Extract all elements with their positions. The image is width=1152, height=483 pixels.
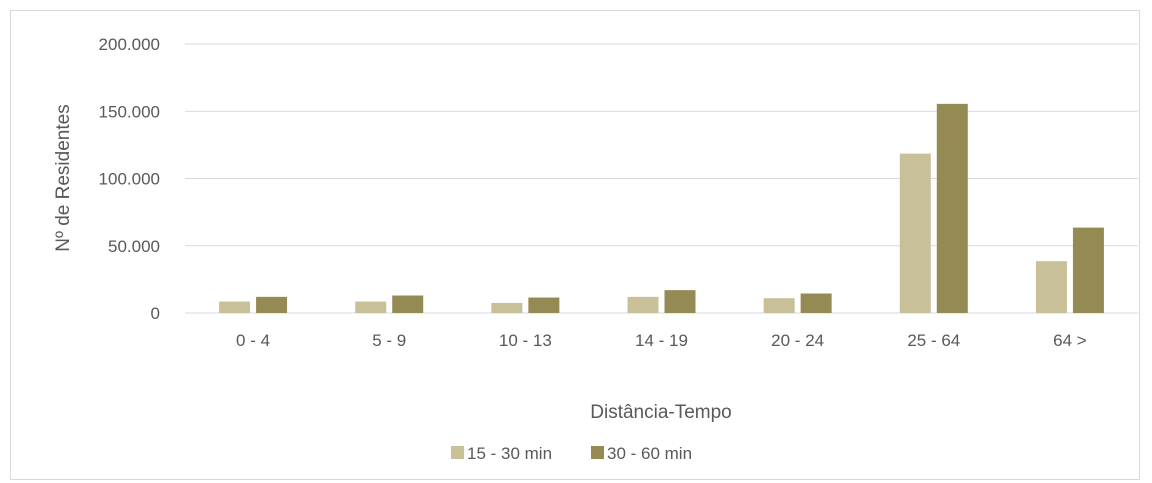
x-tick-labels: 0 - 4 5 - 9 10 - 13 14 - 19 20 - 24 25 - 64 64…: [236, 331, 1087, 350]
bar-series-1-2: [491, 302, 523, 313]
y-tick-label: 50.000: [108, 237, 160, 256]
x-tick-label: 64 >: [1053, 331, 1087, 350]
x-tick-label: 5 - 9: [372, 331, 406, 350]
bar-series-2-4: [800, 293, 832, 313]
bars: [219, 103, 1104, 313]
legend-swatch-series-1: [451, 446, 464, 459]
bar-series-1-0: [219, 301, 251, 313]
y-tick-label: 100.000: [99, 170, 160, 189]
bar-series-1-3: [627, 296, 659, 313]
x-tick-label: 25 - 64: [907, 331, 960, 350]
bar-series-1-5: [899, 153, 931, 313]
legend: 15 - 30 min 30 - 60 min: [451, 444, 692, 463]
bar-series-1-1: [355, 301, 387, 313]
bar-series-2-1: [392, 295, 424, 313]
y-axis-title: Nº de Residentes: [53, 104, 74, 251]
bar-series-1-4: [763, 298, 795, 313]
y-tick-label: 0: [151, 304, 160, 323]
x-axis-title: Distância-Tempo: [590, 402, 732, 423]
y-tick-label: 150.000: [99, 102, 160, 121]
x-tick-label: 14 - 19: [635, 331, 688, 350]
bar-series-1-6: [1035, 261, 1067, 313]
bar-series-2-6: [1072, 227, 1104, 313]
bar-series-2-0: [256, 296, 288, 313]
y-tick-label: 200.000: [99, 35, 160, 54]
bar-series-2-5: [936, 103, 968, 313]
x-tick-label: 20 - 24: [771, 331, 824, 350]
y-tick-labels: 0 50.000 100.000 150.000 200.000: [99, 35, 160, 323]
bar-series-2-3: [664, 290, 696, 313]
legend-swatch-series-2: [591, 446, 604, 459]
x-tick-label: 10 - 13: [499, 331, 552, 350]
bar-series-2-2: [528, 297, 560, 313]
gridlines: [185, 43, 1138, 314]
legend-label-series-2: 30 - 60 min: [607, 444, 692, 463]
x-tick-label: 0 - 4: [236, 331, 270, 350]
legend-label-series-1: 15 - 30 min: [467, 444, 552, 463]
